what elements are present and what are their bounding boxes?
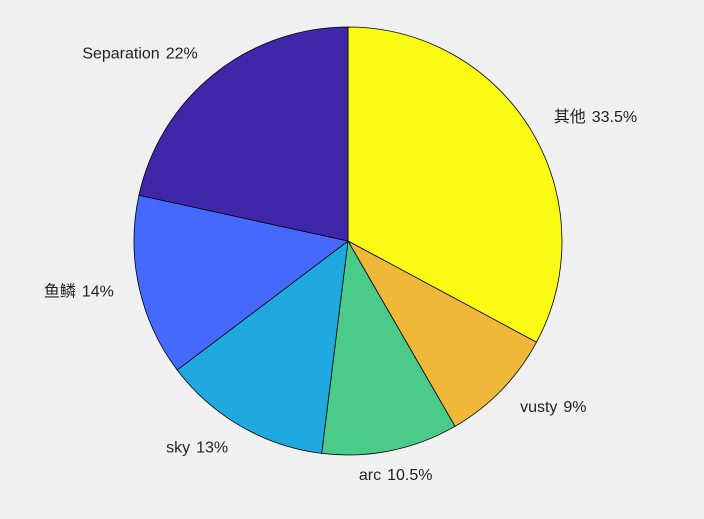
slice-label: 鱼鳞 14% (44, 282, 114, 300)
value-label: 14% (82, 283, 114, 300)
category-label: vusty (520, 399, 557, 416)
pie-slice (133, 194, 349, 371)
value-label: 33.5% (592, 109, 637, 126)
category-label: Separation (82, 45, 159, 62)
slice-label: arc 10.5% (359, 467, 433, 484)
pie-slice (176, 240, 349, 454)
pie-slice (138, 26, 349, 242)
slice-label: Separation 22% (82, 45, 197, 62)
pie-slice (347, 26, 563, 343)
value-label: 9% (563, 399, 586, 416)
slice-label: 其他 33.5% (554, 108, 637, 126)
category-label: sky (166, 440, 190, 457)
slice-label: sky 13% (166, 440, 228, 457)
pie-slice (346, 239, 538, 427)
category-label: 其他 (554, 108, 586, 126)
pie-slice (321, 239, 456, 456)
value-label: 13% (196, 440, 228, 457)
value-label: 22% (166, 45, 198, 62)
slice-label: vusty 9% (520, 399, 586, 416)
category-label: arc (359, 467, 381, 484)
value-label: 10.5% (387, 467, 432, 484)
category-label: 鱼鳞 (44, 282, 76, 300)
